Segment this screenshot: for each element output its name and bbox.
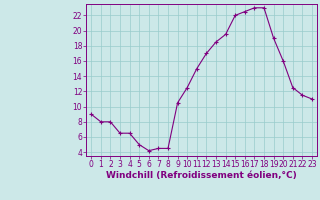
- X-axis label: Windchill (Refroidissement éolien,°C): Windchill (Refroidissement éolien,°C): [106, 171, 297, 180]
